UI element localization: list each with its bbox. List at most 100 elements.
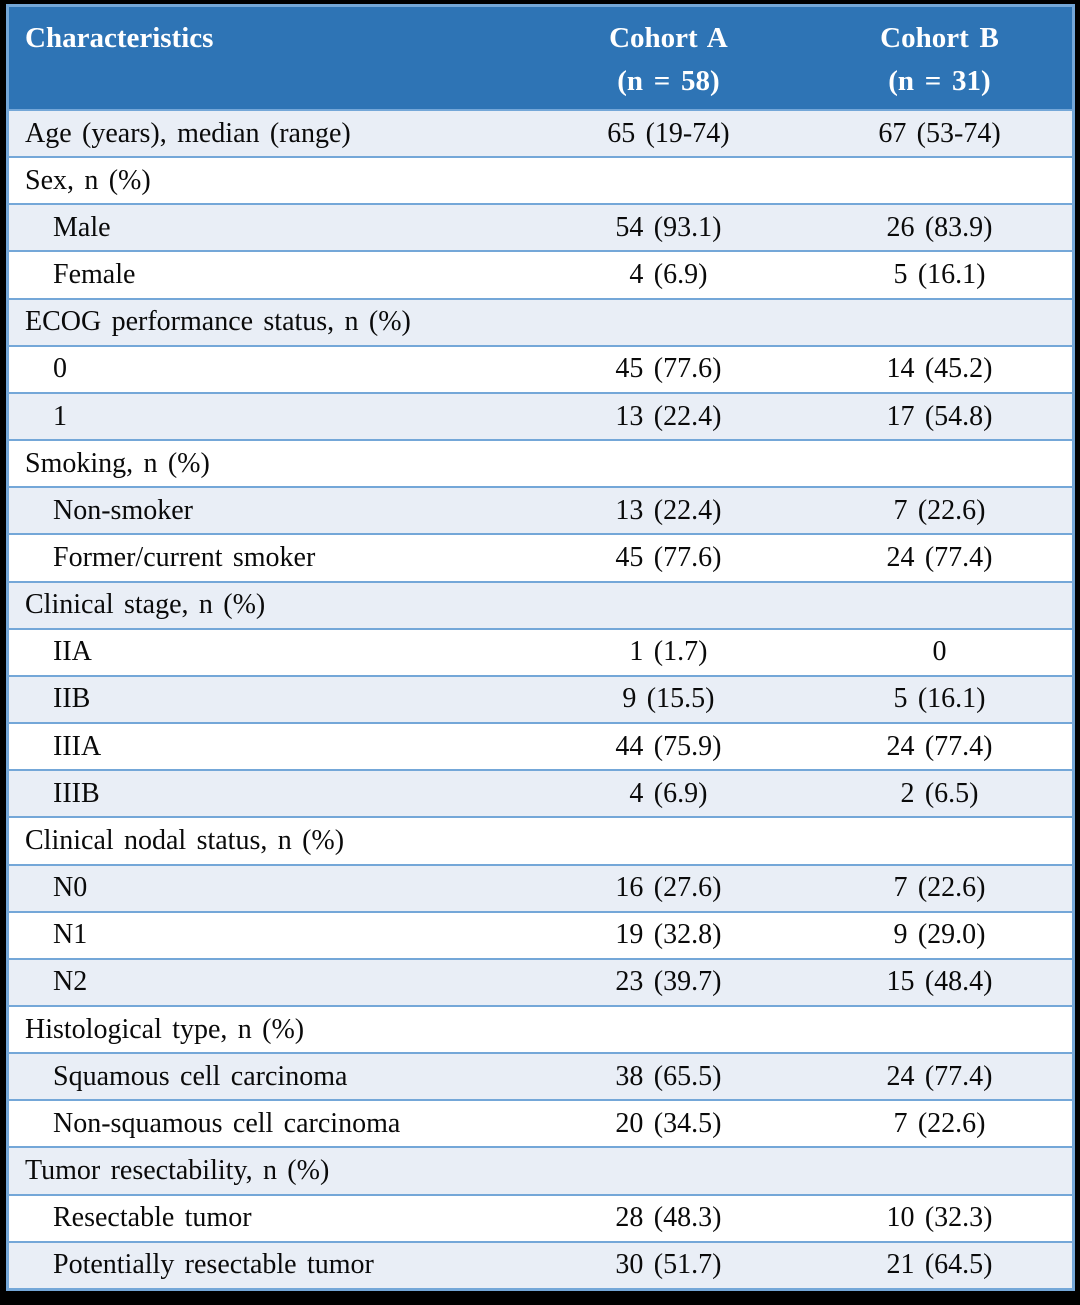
cohort-b-value xyxy=(806,1146,1074,1196)
cohort-a-value xyxy=(529,580,807,630)
cohort-b-value: 26 (83.9) xyxy=(806,203,1074,253)
cohort-a-value: 13 (22.4) xyxy=(529,391,807,442)
row-label: 0 xyxy=(7,344,530,394)
row-label: Clinical nodal status, n (%) xyxy=(7,816,530,866)
cohort-b-value: 21 (64.5) xyxy=(806,1240,1074,1291)
cohort-b-value xyxy=(806,297,1074,347)
row-label: IIB xyxy=(7,674,530,725)
cohort-a-value: 38 (65.5) xyxy=(529,1052,807,1102)
header-cohort-b-n: (n = 31) xyxy=(888,65,991,97)
row-label: Non-smoker xyxy=(7,486,530,536)
row-label: N0 xyxy=(7,863,530,913)
cohort-b-value: 5 (16.1) xyxy=(806,250,1074,300)
cohort-a-value: 9 (15.5) xyxy=(529,674,807,725)
header-characteristics-label: Characteristics xyxy=(25,22,214,54)
cohort-a-value: 23 (39.7) xyxy=(529,957,807,1007)
table-row: Squamous cell carcinoma 38 (65.5) 24 (77.4… xyxy=(7,1052,1074,1102)
table-row: IIIA 44 (75.9) 24 (77.4) xyxy=(7,722,1074,772)
row-label: N1 xyxy=(7,910,530,960)
table-row: Clinical nodal status, n (%) xyxy=(7,816,1074,866)
cohort-a-value xyxy=(529,1146,807,1196)
cohort-a-value: 28 (48.3) xyxy=(529,1193,807,1243)
table-row: Sex, n (%) xyxy=(7,156,1074,206)
cohort-b-value: 7 (22.6) xyxy=(806,863,1074,913)
cohort-a-value xyxy=(529,297,807,347)
header-characteristics: Characteristics xyxy=(7,4,530,111)
cohort-a-value: 4 (6.9) xyxy=(529,250,807,300)
table-row: 0 45 (77.6) 14 (45.2) xyxy=(7,344,1074,394)
table-row: Former/current smoker 45 (77.6) 24 (77.4) xyxy=(7,533,1074,583)
header-cohort-b: Cohort B (n = 31) xyxy=(806,4,1074,111)
cohort-b-value: 24 (77.4) xyxy=(806,722,1074,772)
cohort-b-value: 24 (77.4) xyxy=(806,1052,1074,1102)
cohort-a-value xyxy=(529,816,807,866)
cohort-b-value: 7 (22.6) xyxy=(806,1099,1074,1149)
row-label: Age (years), median (range) xyxy=(7,108,530,159)
row-label: Male xyxy=(7,203,530,253)
cohort-b-value: 9 (29.0) xyxy=(806,910,1074,960)
cohort-b-value: 10 (32.3) xyxy=(806,1193,1074,1243)
table-row: N2 23 (39.7) 15 (48.4) xyxy=(7,957,1074,1007)
cohort-b-value: 14 (45.2) xyxy=(806,344,1074,394)
cohort-a-value: 30 (51.7) xyxy=(529,1240,807,1291)
header-cohort-a-n: (n = 58) xyxy=(617,65,720,97)
cohort-a-value: 20 (34.5) xyxy=(529,1099,807,1149)
row-label: IIIB xyxy=(7,769,530,819)
row-label: Clinical stage, n (%) xyxy=(7,580,530,630)
cohort-a-value xyxy=(529,156,807,206)
row-label: Female xyxy=(7,250,530,300)
table-row: Tumor resectability, n (%) xyxy=(7,1146,1074,1196)
row-label: Former/current smoker xyxy=(7,533,530,583)
cohort-b-value xyxy=(806,1004,1074,1055)
cohort-a-value: 4 (6.9) xyxy=(529,769,807,819)
table-body: Age (years), median (range) 65 (19-74) 67 … xyxy=(7,108,1074,1291)
patient-characteristics-table: Characteristics Cohort A (n = 58) Cohort… xyxy=(6,4,1075,1291)
row-label: IIA xyxy=(7,627,530,677)
row-label: IIIA xyxy=(7,722,530,772)
header-row: Characteristics Cohort A (n = 58) Cohort… xyxy=(7,4,1074,111)
table-row: N0 16 (27.6) 7 (22.6) xyxy=(7,863,1074,913)
cohort-b-value: 2 (6.5) xyxy=(806,769,1074,819)
cohort-b-value xyxy=(806,816,1074,866)
table-row: Clinical stage, n (%) xyxy=(7,580,1074,630)
cohort-a-value: 65 (19-74) xyxy=(529,108,807,159)
table-row: Non-squamous cell carcinoma 20 (34.5) 7 (2… xyxy=(7,1099,1074,1149)
cohort-b-value xyxy=(806,156,1074,206)
cohort-b-value: 17 (54.8) xyxy=(806,391,1074,442)
table-row: IIA 1 (1.7) 0 xyxy=(7,627,1074,677)
table-row: Non-smoker 13 (22.4) 7 (22.6) xyxy=(7,486,1074,536)
row-label: Tumor resectability, n (%) xyxy=(7,1146,530,1196)
header-cohort-a: Cohort A (n = 58) xyxy=(529,4,807,111)
header-cohort-b-name: Cohort B xyxy=(880,22,999,54)
cohort-a-value: 1 (1.7) xyxy=(529,627,807,677)
table-row: Age (years), median (range) 65 (19-74) 67 … xyxy=(7,108,1074,159)
table-row: Histological type, n (%) xyxy=(7,1004,1074,1055)
cohort-a-value: 45 (77.6) xyxy=(529,533,807,583)
cohort-b-value: 15 (48.4) xyxy=(806,957,1074,1007)
cohort-a-value: 19 (32.8) xyxy=(529,910,807,960)
table-row: Male 54 (93.1) 26 (83.9) xyxy=(7,203,1074,253)
cohort-a-value: 54 (93.1) xyxy=(529,203,807,253)
row-label: Potentially resectable tumor xyxy=(7,1240,530,1291)
cohort-b-value: 0 xyxy=(806,627,1074,677)
cohort-a-value xyxy=(529,1004,807,1055)
cohort-b-value: 67 (53-74) xyxy=(806,108,1074,159)
cohort-b-value xyxy=(806,439,1074,489)
table-row: Female 4 (6.9) 5 (16.1) xyxy=(7,250,1074,300)
row-label: N2 xyxy=(7,957,530,1007)
cohort-a-value xyxy=(529,439,807,489)
table-row: ECOG performance status, n (%) xyxy=(7,297,1074,347)
cohort-b-value: 7 (22.6) xyxy=(806,486,1074,536)
row-label: 1 xyxy=(7,391,530,442)
cohort-b-value xyxy=(806,580,1074,630)
table-row: Potentially resectable tumor 30 (51.7) 21 … xyxy=(7,1240,1074,1291)
cohort-b-value: 24 (77.4) xyxy=(806,533,1074,583)
table-row: Resectable tumor 28 (48.3) 10 (32.3) xyxy=(7,1193,1074,1243)
table-row: IIB 9 (15.5) 5 (16.1) xyxy=(7,674,1074,725)
header-cohort-a-name: Cohort A xyxy=(609,22,728,54)
cohort-a-value: 44 (75.9) xyxy=(529,722,807,772)
row-label: Non-squamous cell carcinoma xyxy=(7,1099,530,1149)
table-row: IIIB 4 (6.9) 2 (6.5) xyxy=(7,769,1074,819)
cohort-a-value: 13 (22.4) xyxy=(529,486,807,536)
